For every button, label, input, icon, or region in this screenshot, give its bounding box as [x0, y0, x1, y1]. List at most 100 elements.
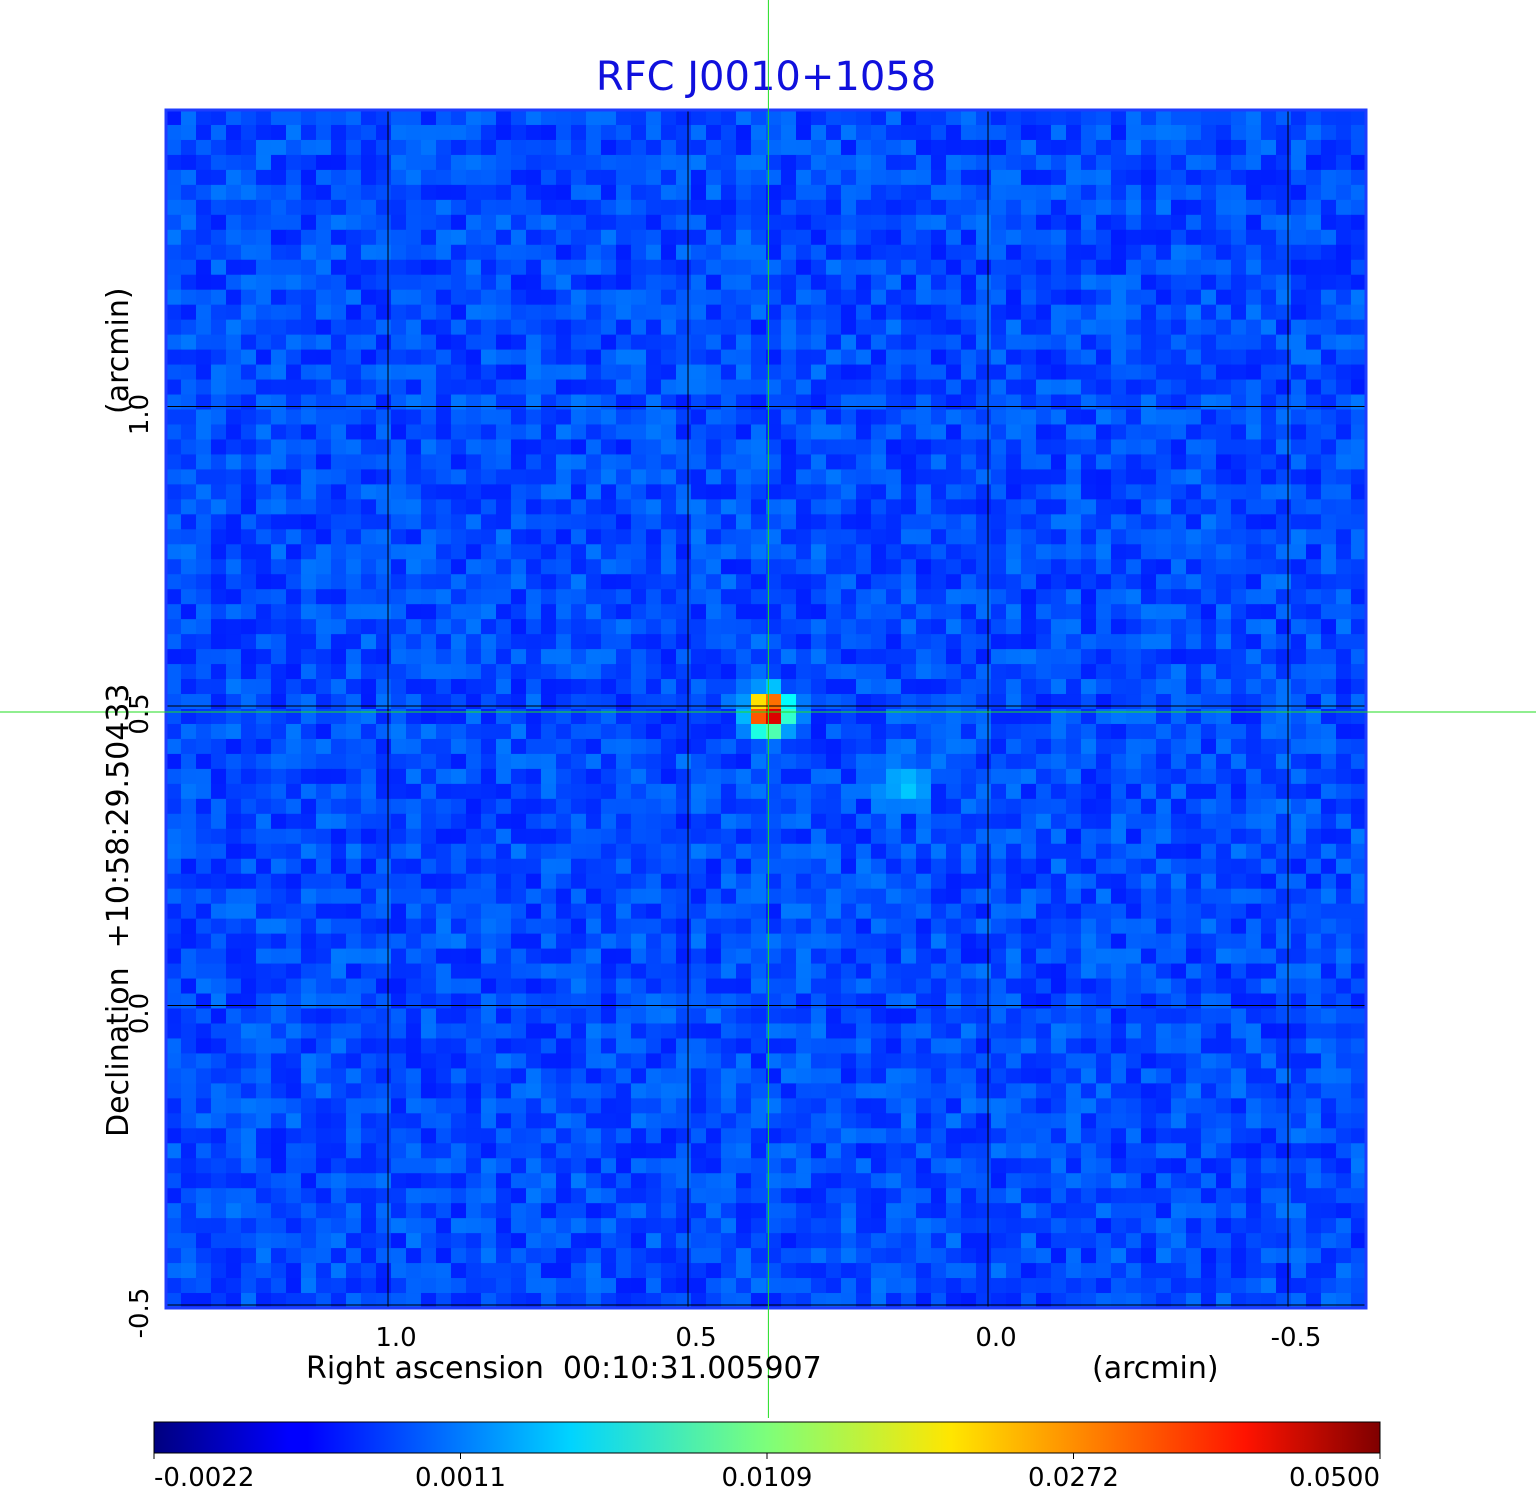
map-pixel: [856, 694, 872, 710]
map-pixel: [421, 139, 437, 156]
map-pixel: [736, 259, 752, 276]
map-pixel: [961, 199, 977, 216]
map-pixel: [1246, 334, 1262, 351]
map-pixel: [1081, 259, 1097, 276]
map-pixel: [1336, 574, 1352, 590]
map-pixel: [481, 499, 497, 515]
map-pixel: [376, 843, 392, 860]
map-pixel: [1096, 304, 1112, 321]
map-pixel: [301, 169, 317, 186]
map-pixel: [781, 244, 797, 261]
map-pixel: [376, 424, 392, 441]
map-pixel: [856, 723, 872, 740]
map-pixel: [871, 918, 887, 935]
map-pixel: [796, 858, 812, 875]
map-pixel: [1291, 649, 1307, 665]
map-pixel: [421, 589, 437, 605]
map-pixel: [796, 379, 812, 396]
map-pixel: [271, 963, 287, 980]
map-pixel: [466, 529, 482, 545]
map-pixel: [646, 139, 662, 156]
map-pixel: [601, 199, 617, 216]
map-pixel: [406, 813, 422, 830]
map-pixel: [376, 334, 392, 351]
map-pixel: [421, 379, 437, 396]
map-pixel: [826, 933, 842, 950]
map-pixel: [691, 978, 707, 995]
map-pixel: [1111, 199, 1127, 216]
map-pixel: [301, 664, 317, 680]
map-pixel: [496, 124, 512, 141]
map-pixel: [1186, 319, 1202, 336]
map-pixel: [1261, 918, 1277, 935]
map-pixel: [376, 768, 392, 785]
map-pixel: [706, 694, 722, 710]
map-pixel: [1066, 529, 1082, 545]
map-pixel: [421, 169, 437, 186]
map-pixel: [616, 364, 632, 381]
map-pixel: [586, 604, 602, 620]
map-pixel: [436, 139, 452, 156]
map-pixel: [1021, 1023, 1037, 1040]
map-pixel: [256, 604, 272, 620]
map-pixel: [166, 289, 182, 306]
map-pixel: [436, 154, 452, 171]
map-pixel: [631, 394, 647, 411]
map-pixel: [211, 244, 227, 261]
map-pixel: [1246, 709, 1262, 725]
map-pixel: [886, 634, 902, 650]
map-pixel: [886, 768, 902, 785]
map-pixel: [301, 469, 317, 485]
map-pixel: [466, 199, 482, 216]
map-pixel: [466, 184, 482, 201]
map-pixel: [241, 439, 257, 456]
map-pixel: [1246, 304, 1262, 321]
map-pixel: [1186, 139, 1202, 156]
map-pixel: [796, 274, 812, 291]
map-pixel: [826, 649, 842, 665]
map-pixel: [346, 604, 362, 620]
map-pixel: [361, 604, 377, 620]
map-pixel: [256, 873, 272, 890]
map-pixel: [961, 574, 977, 590]
map-pixel: [226, 828, 242, 845]
map-pixel: [691, 738, 707, 755]
map-pixel: [1306, 873, 1322, 890]
map-pixel: [226, 409, 242, 426]
map-pixel: [586, 124, 602, 141]
map-pixel: [706, 349, 722, 366]
map-pixel: [781, 469, 797, 485]
map-pixel: [796, 843, 812, 860]
map-pixel: [1231, 1023, 1247, 1040]
map-pixel: [226, 499, 242, 515]
map-pixel: [931, 768, 947, 785]
map-pixel: [1081, 634, 1097, 650]
map-pixel: [1036, 738, 1052, 755]
map-pixel: [931, 469, 947, 485]
map-pixel: [1051, 753, 1067, 770]
map-pixel: [241, 813, 257, 830]
map-pixel: [1036, 828, 1052, 845]
map-pixel: [646, 304, 662, 321]
map-pixel: [421, 244, 437, 261]
map-pixel: [1156, 424, 1172, 441]
map-pixel: [991, 738, 1007, 755]
map-pixel: [661, 499, 677, 515]
map-pixel: [556, 409, 572, 426]
map-pixel: [856, 499, 872, 515]
map-pixel: [541, 514, 557, 530]
map-pixel: [961, 424, 977, 441]
map-pixel: [376, 753, 392, 770]
map-pixel: [301, 918, 317, 935]
map-pixel: [1291, 274, 1307, 291]
map-pixel: [256, 574, 272, 590]
map-pixel: [601, 709, 617, 725]
map-pixel: [871, 229, 887, 246]
map-pixel: [1006, 738, 1022, 755]
map-pixel: [481, 694, 497, 710]
map-pixel: [706, 184, 722, 201]
map-pixel: [376, 1023, 392, 1040]
map-pixel: [1276, 334, 1292, 351]
map-pixel: [181, 589, 197, 605]
map-pixel: [961, 379, 977, 396]
